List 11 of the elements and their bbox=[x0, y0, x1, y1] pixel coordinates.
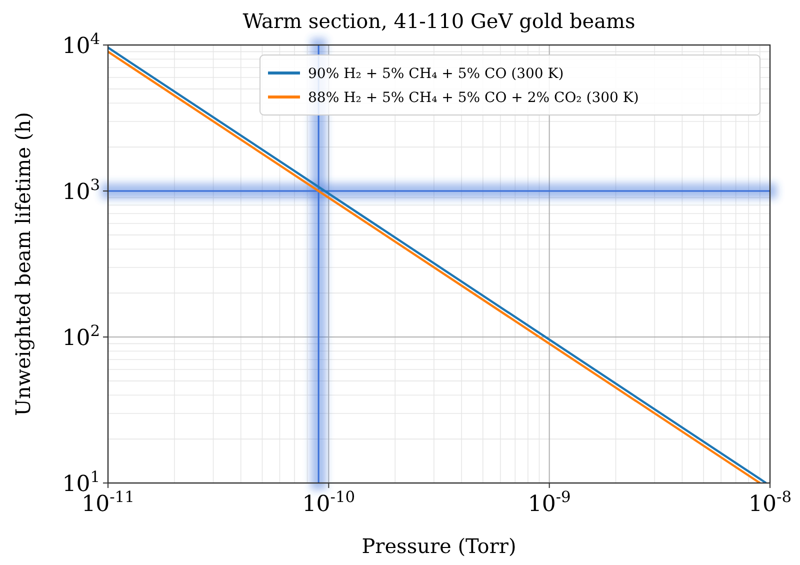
x-tick-label: 10$^{-8}$ bbox=[748, 488, 792, 517]
x-tick-label: 10$^{-10}$ bbox=[302, 488, 356, 517]
y-tick-label: 10$^{4}$ bbox=[62, 30, 100, 59]
y-tick-label: 10$^{2}$ bbox=[62, 322, 100, 351]
chart-title: Warm section, 41-110 GeV gold beams bbox=[242, 9, 636, 33]
legend-label: 90% H₂ + 5% CH₄ + 5% CO (300 K) bbox=[308, 66, 564, 82]
x-tick-label: 10$^{-9}$ bbox=[528, 488, 571, 517]
y-axis-title: Unweighted beam lifetime (h) bbox=[11, 112, 35, 416]
legend-label: 88% H₂ + 5% CH₄ + 5% CO + 2% CO₂ (300 K) bbox=[308, 90, 639, 106]
y-tick-label: 10$^{3}$ bbox=[62, 176, 100, 205]
x-axis-title: Pressure (Torr) bbox=[362, 534, 516, 558]
